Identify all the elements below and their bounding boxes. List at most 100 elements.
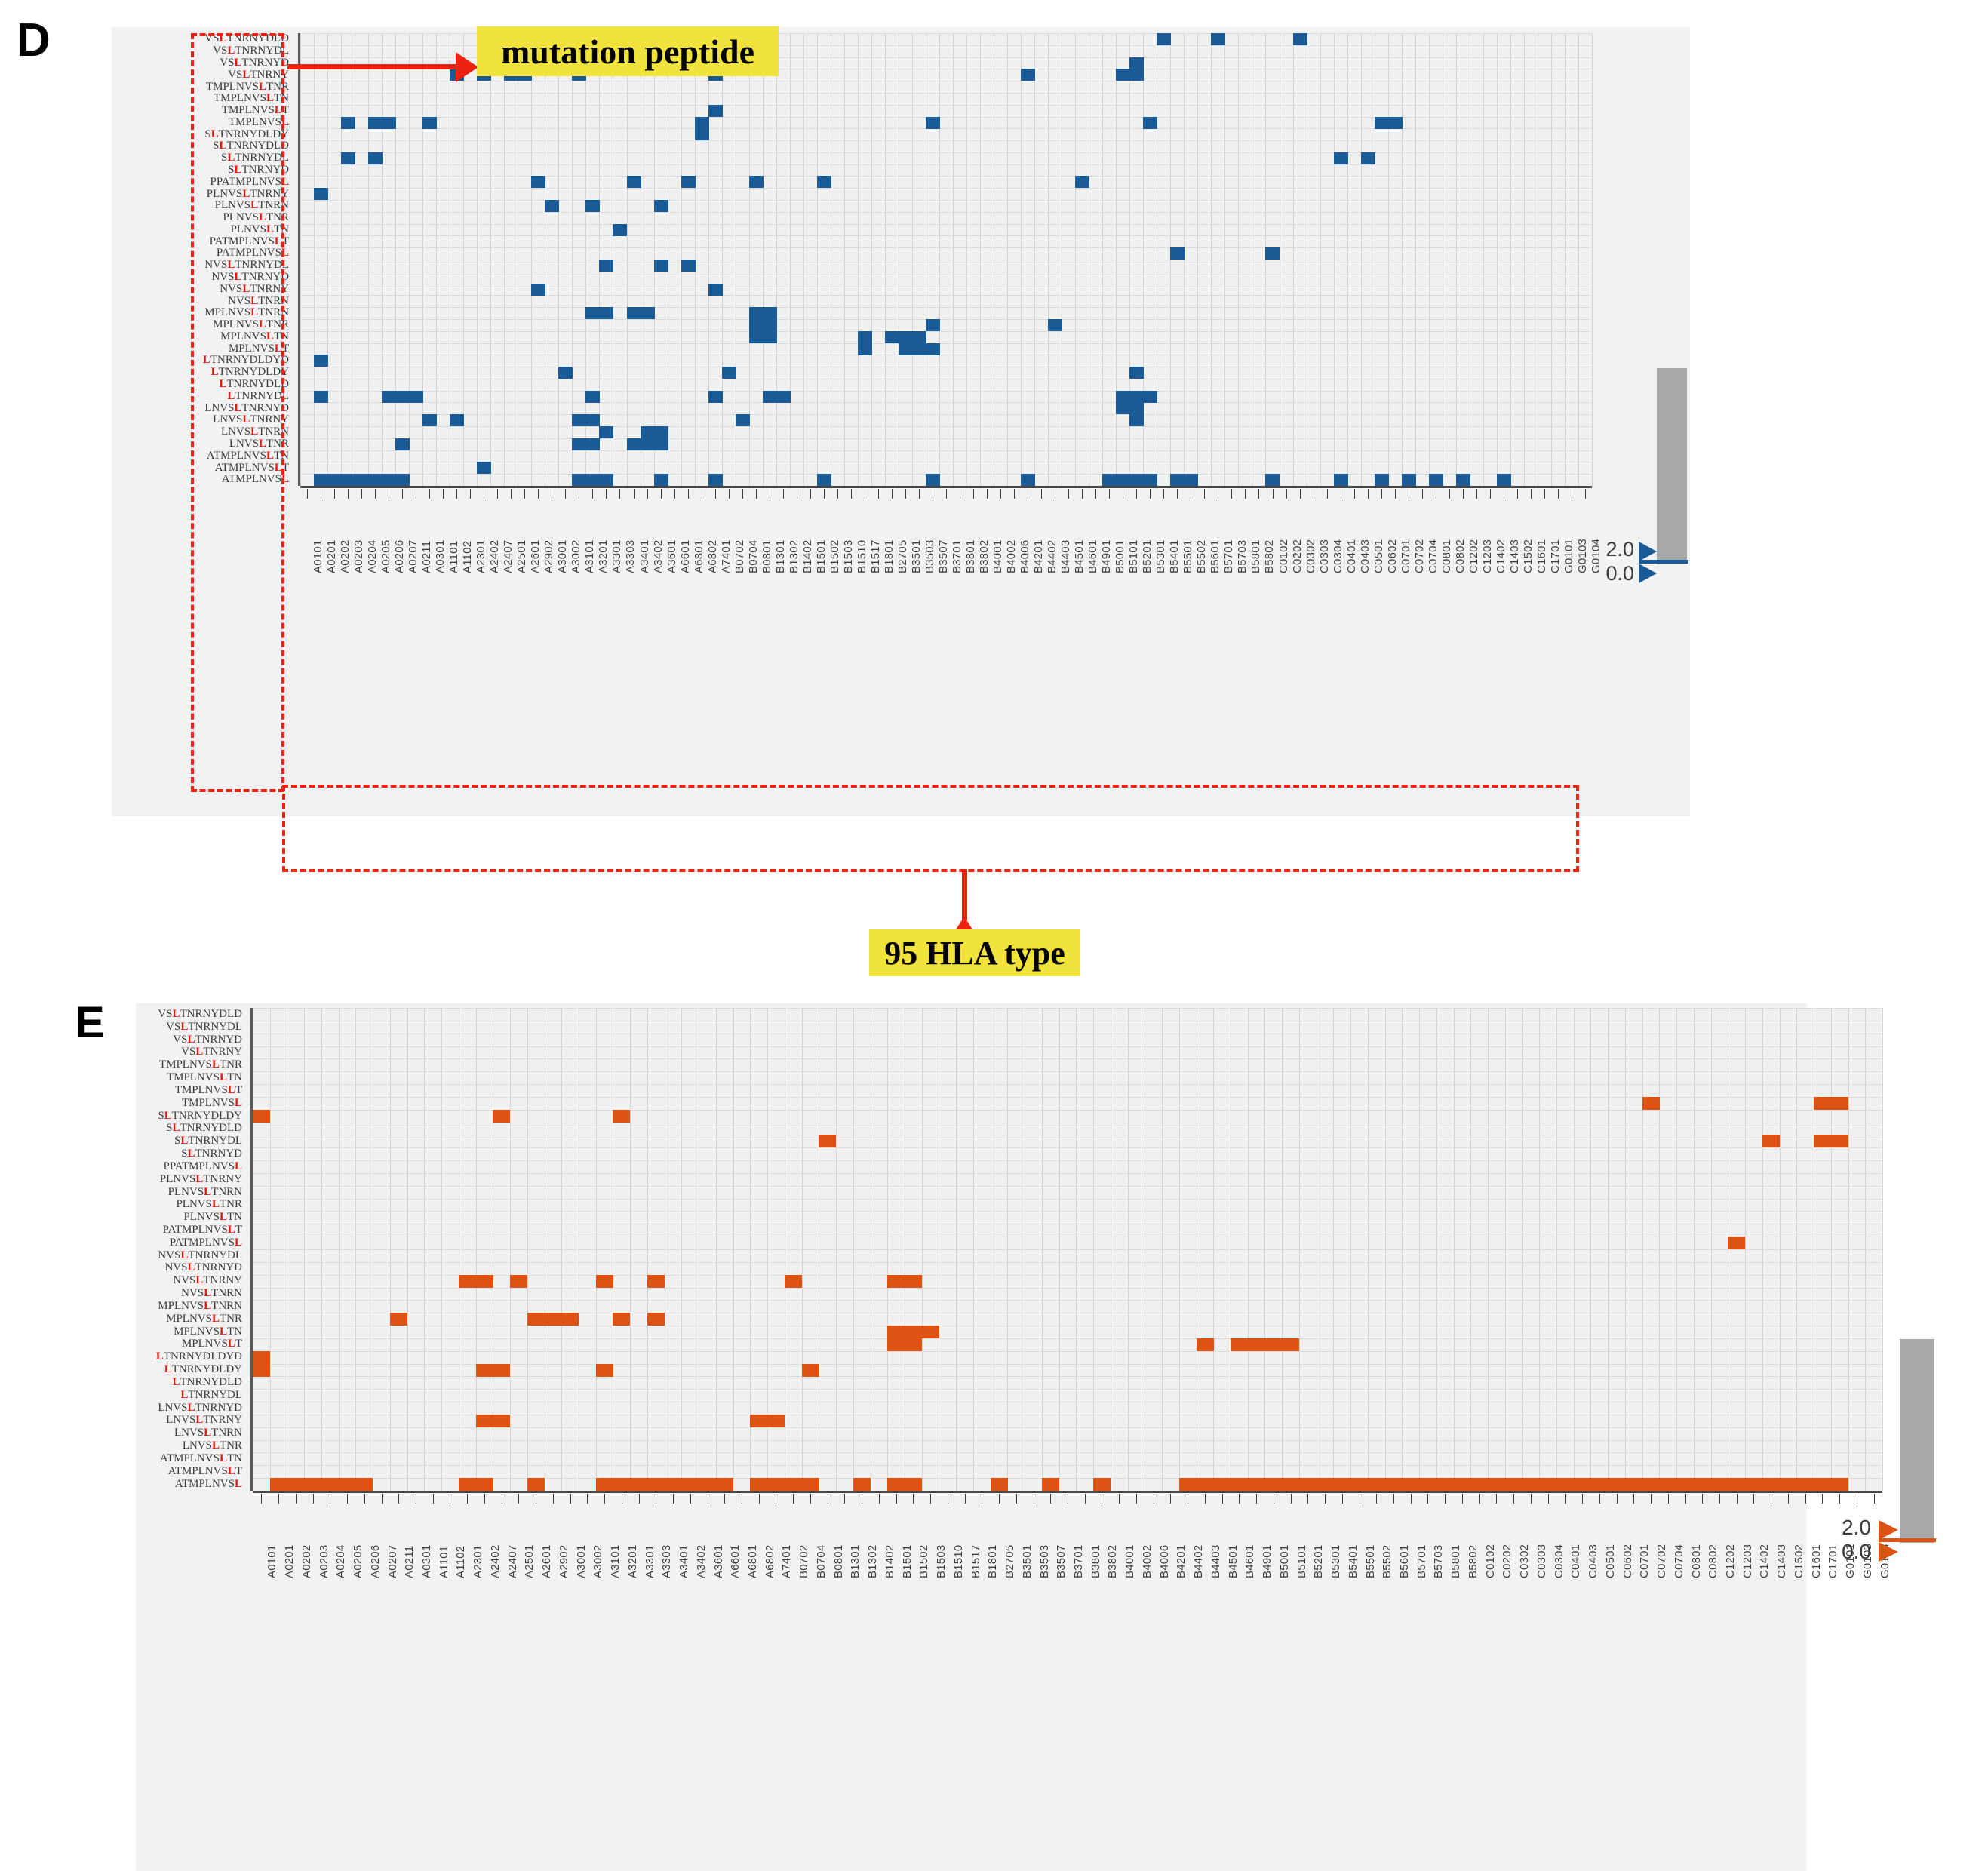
heatmap-cell[interactable] bbox=[1522, 1478, 1540, 1492]
heatmap-cell[interactable] bbox=[527, 1313, 545, 1326]
heatmap-cell[interactable] bbox=[1231, 1478, 1248, 1492]
heatmap-cell[interactable] bbox=[585, 200, 601, 213]
heatmap-cell[interactable] bbox=[1333, 474, 1348, 487]
heatmap-cell[interactable] bbox=[1264, 1338, 1283, 1351]
heatmap-cell[interactable] bbox=[382, 474, 397, 487]
heatmap-cell[interactable] bbox=[626, 176, 641, 189]
heatmap-cell[interactable] bbox=[1178, 1478, 1197, 1492]
heatmap-cell[interactable] bbox=[595, 1363, 613, 1377]
heatmap-cell[interactable] bbox=[585, 474, 601, 487]
heatmap-cell[interactable] bbox=[585, 307, 601, 320]
heatmap-cell[interactable] bbox=[585, 438, 601, 450]
heatmap-cell[interactable] bbox=[1676, 1478, 1695, 1492]
heatmap-cell[interactable] bbox=[1488, 1478, 1506, 1492]
heatmap-cell[interactable] bbox=[1762, 1478, 1780, 1492]
heatmap-cell[interactable] bbox=[1298, 1478, 1317, 1492]
heatmap-cell[interactable] bbox=[801, 1478, 819, 1492]
heatmap-cell[interactable] bbox=[1129, 414, 1145, 427]
heatmap-cell[interactable] bbox=[314, 474, 329, 487]
heatmap-cell[interactable] bbox=[1316, 1478, 1334, 1492]
heatmap-cell[interactable] bbox=[694, 116, 709, 129]
heatmap-cell[interactable] bbox=[510, 1274, 528, 1288]
heatmap-cell[interactable] bbox=[1556, 1478, 1574, 1492]
heatmap-cell[interactable] bbox=[681, 260, 696, 272]
heatmap-cell[interactable] bbox=[721, 367, 736, 379]
heatmap-cell[interactable] bbox=[762, 390, 777, 403]
heatmap-cell[interactable] bbox=[475, 1274, 493, 1288]
heatmap-cell[interactable] bbox=[287, 1478, 305, 1492]
heatmap-cell[interactable] bbox=[458, 1478, 476, 1492]
heatmap-cell[interactable] bbox=[1374, 116, 1389, 129]
heatmap-cell[interactable] bbox=[1387, 116, 1403, 129]
heatmap-cell[interactable] bbox=[1814, 1135, 1832, 1148]
heatmap-cell[interactable] bbox=[1143, 390, 1158, 403]
heatmap-cell[interactable] bbox=[925, 474, 940, 487]
heatmap-cell[interactable] bbox=[368, 152, 383, 164]
heatmap-cell[interactable] bbox=[389, 1313, 407, 1326]
heatmap-cell[interactable] bbox=[1350, 1478, 1369, 1492]
heatmap-cell[interactable] bbox=[1333, 1478, 1351, 1492]
heatmap-cell[interactable] bbox=[750, 1478, 768, 1492]
heatmap-cell[interactable] bbox=[887, 1338, 905, 1351]
heatmap-cell[interactable] bbox=[1143, 116, 1158, 129]
heatmap-cell[interactable] bbox=[784, 1478, 802, 1492]
heatmap-cell[interactable] bbox=[1814, 1478, 1832, 1492]
heatmap-cell[interactable] bbox=[477, 462, 492, 475]
heatmap-cell[interactable] bbox=[708, 283, 723, 296]
heatmap-cell[interactable] bbox=[819, 1135, 837, 1148]
heatmap-cell[interactable] bbox=[531, 176, 546, 189]
heatmap-cell[interactable] bbox=[1143, 474, 1158, 487]
heatmap-cell[interactable] bbox=[694, 128, 709, 141]
heatmap-cell[interactable] bbox=[1333, 152, 1348, 164]
heatmap-cell[interactable] bbox=[640, 438, 655, 450]
heatmap-cell[interactable] bbox=[1814, 1096, 1832, 1110]
heatmap-cell[interactable] bbox=[708, 390, 723, 403]
heatmap-cell[interactable] bbox=[784, 1274, 802, 1288]
heatmap-cell[interactable] bbox=[1374, 474, 1389, 487]
heatmap-cell[interactable] bbox=[475, 1478, 493, 1492]
heatmap-cell[interactable] bbox=[1282, 1478, 1300, 1492]
heatmap-cell[interactable] bbox=[767, 1414, 785, 1427]
heatmap-cell[interactable] bbox=[314, 355, 329, 367]
heatmap-cell[interactable] bbox=[613, 223, 628, 236]
heatmap-cell[interactable] bbox=[545, 200, 560, 213]
heatmap-cell[interactable] bbox=[338, 1478, 356, 1492]
heatmap-cell[interactable] bbox=[884, 330, 899, 343]
heatmap-cell[interactable] bbox=[1693, 1478, 1711, 1492]
heatmap-cell[interactable] bbox=[911, 330, 926, 343]
heatmap-cell[interactable] bbox=[1496, 474, 1511, 487]
heatmap-cell[interactable] bbox=[599, 260, 614, 272]
heatmap-cell[interactable] bbox=[595, 1478, 613, 1492]
heatmap-cell[interactable] bbox=[776, 390, 791, 403]
heatmap-cell[interactable] bbox=[887, 1478, 905, 1492]
heatmap-cell[interactable] bbox=[1196, 1338, 1214, 1351]
heatmap-cell[interactable] bbox=[921, 1326, 939, 1339]
heatmap-cell[interactable] bbox=[653, 200, 668, 213]
heatmap-cell[interactable] bbox=[1419, 1478, 1437, 1492]
heatmap-cell[interactable] bbox=[1129, 390, 1145, 403]
heatmap-cell[interactable] bbox=[1157, 33, 1172, 45]
heatmap-cell[interactable] bbox=[1470, 1478, 1489, 1492]
heatmap-cell[interactable] bbox=[253, 1350, 270, 1364]
heatmap-cell[interactable] bbox=[368, 474, 383, 487]
heatmap-cell[interactable] bbox=[1590, 1478, 1609, 1492]
heatmap-cell[interactable] bbox=[585, 390, 601, 403]
heatmap-cell[interactable] bbox=[475, 1414, 493, 1427]
heatmap-cell[interactable] bbox=[664, 1478, 682, 1492]
heatmap-cell[interactable] bbox=[1539, 1478, 1557, 1492]
heatmap-cell[interactable] bbox=[640, 426, 655, 439]
heatmap-cell[interactable] bbox=[857, 343, 872, 355]
heatmap-cell[interactable] bbox=[1455, 474, 1470, 487]
heatmap-cell[interactable] bbox=[708, 474, 723, 487]
heatmap-cell[interactable] bbox=[735, 414, 750, 427]
heatmap-cell[interactable] bbox=[1436, 1478, 1454, 1492]
heatmap-cell[interactable] bbox=[898, 330, 913, 343]
heatmap-cell[interactable] bbox=[640, 307, 655, 320]
heatmap-cell[interactable] bbox=[314, 188, 329, 201]
heatmap-cell[interactable] bbox=[409, 390, 424, 403]
heatmap-cell[interactable] bbox=[527, 1478, 545, 1492]
heatmap-cell[interactable] bbox=[905, 1478, 922, 1492]
heatmap-cell[interactable] bbox=[1796, 1478, 1814, 1492]
heatmap-cell[interactable] bbox=[493, 1109, 511, 1123]
heatmap-cell[interactable] bbox=[395, 438, 410, 450]
